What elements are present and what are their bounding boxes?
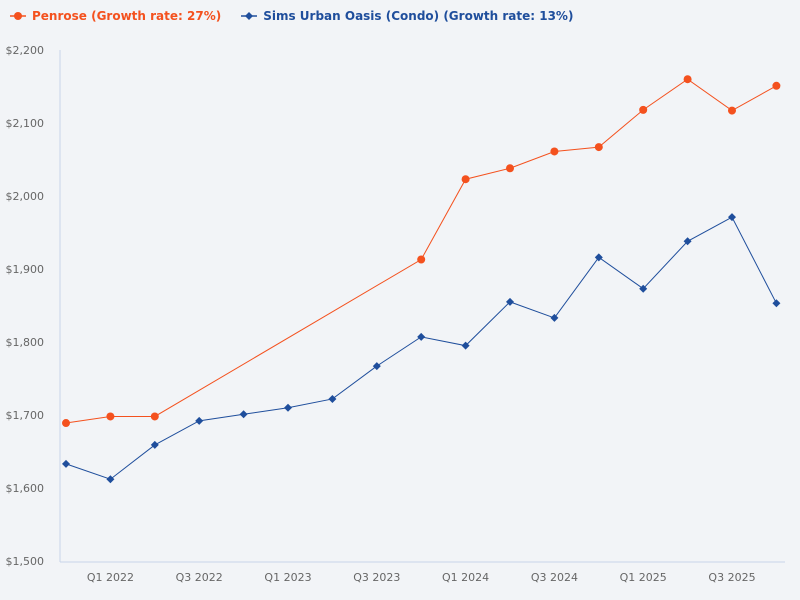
data-point[interactable] (728, 213, 736, 222)
y-tick-label: $2,200 (6, 44, 45, 57)
data-point[interactable] (594, 253, 603, 262)
data-point[interactable] (417, 332, 426, 341)
data-point[interactable] (239, 410, 248, 419)
x-tick-label: Q1 2022 (87, 571, 134, 584)
legend-label: Penrose (Growth rate: 27%) (32, 9, 222, 23)
diamond-marker-icon (241, 12, 258, 20)
x-tick-label: Q3 2022 (176, 571, 223, 584)
y-tick-label: $2,000 (6, 190, 45, 203)
y-tick-label: $1,500 (6, 555, 45, 568)
y-tick-label: $1,900 (6, 263, 45, 276)
data-point[interactable] (328, 394, 337, 403)
data-point[interactable] (417, 255, 426, 264)
data-point[interactable] (461, 175, 470, 184)
data-point[interactable] (550, 147, 559, 156)
legend: Penrose (Growth rate: 27%) Sims Urban Oa… (10, 9, 573, 23)
data-point[interactable] (150, 440, 159, 449)
data-point[interactable] (683, 75, 692, 84)
data-point[interactable] (461, 341, 470, 350)
x-tick-label: Q1 2023 (264, 571, 311, 584)
data-point[interactable] (594, 143, 603, 152)
y-tick-label: $1,800 (6, 336, 45, 349)
data-point[interactable] (150, 412, 159, 421)
data-point[interactable] (550, 313, 559, 322)
x-tick-label: Q3 2025 (708, 571, 755, 584)
series-line-0 (65, 78, 777, 424)
legend-label: Sims Urban Oasis (Condo) (Growth rate: 1… (263, 9, 574, 23)
y-tick-label: $1,600 (6, 482, 45, 495)
y-tick-label: $2,100 (6, 117, 45, 130)
x-tick-label: Q1 2025 (620, 571, 667, 584)
data-point[interactable] (506, 164, 514, 173)
data-point[interactable] (772, 81, 781, 90)
data-point[interactable] (372, 362, 381, 371)
data-point[interactable] (683, 237, 692, 246)
data-point[interactable] (106, 412, 115, 421)
x-tick-label: Q3 2024 (531, 571, 578, 584)
legend-item-sims[interactable]: Sims Urban Oasis (Condo) (Growth rate: 1… (241, 9, 573, 23)
y-tick-label: $1,700 (6, 409, 45, 422)
data-point[interactable] (506, 297, 514, 306)
data-point[interactable] (639, 105, 648, 114)
legend-item-penrose[interactable]: Penrose (Growth rate: 27%) (10, 9, 221, 23)
data-point[interactable] (62, 459, 70, 468)
data-point[interactable] (728, 106, 736, 115)
data-point[interactable] (106, 475, 115, 484)
x-tick-label: Q1 2024 (442, 571, 489, 584)
x-tick-label: Q3 2023 (353, 571, 400, 584)
data-point[interactable] (772, 299, 781, 308)
circle-marker-icon (10, 12, 26, 20)
data-point[interactable] (284, 403, 292, 412)
data-point[interactable] (195, 416, 204, 425)
data-point[interactable] (62, 419, 70, 428)
data-point[interactable] (639, 284, 648, 293)
